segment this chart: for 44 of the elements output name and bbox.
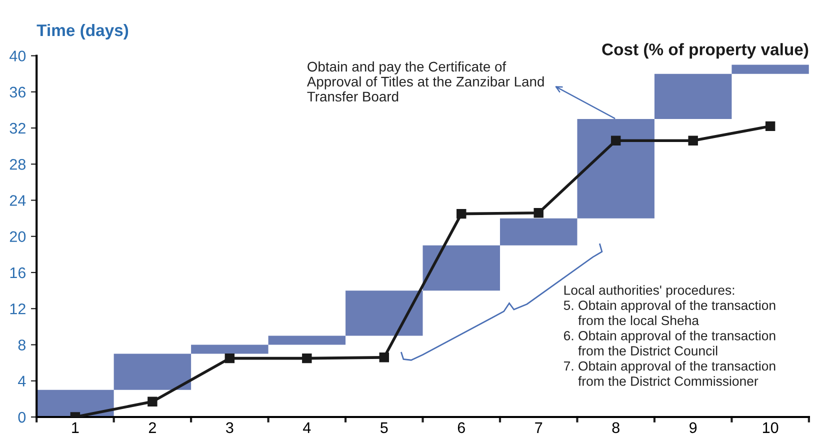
y-tick-label: 28 bbox=[10, 158, 26, 170]
y-axis-title: Time (days) bbox=[36, 24, 128, 40]
point bbox=[765, 121, 776, 132]
x-tick-label: 1 bbox=[72, 422, 79, 433]
bar bbox=[36, 390, 114, 418]
annotation: Local authorities' procedures: 5. Obtain approval of the transaction from the local Sheha 6. Obtain approval of the transaction from the District Council 7. Obtain approval of the transaction from the District Commissioner bbox=[564, 285, 776, 386]
x-tick-label: 3 bbox=[226, 422, 234, 434]
y-tick-label: 24 bbox=[10, 195, 26, 206]
x-tick-label: 5 bbox=[380, 422, 388, 434]
x-tick-label: 6 bbox=[458, 422, 465, 434]
y-tick-label: 8 bbox=[18, 340, 26, 350]
x-tick-label: 2 bbox=[148, 422, 156, 433]
point bbox=[224, 353, 235, 364]
x-tick-label: 4 bbox=[303, 422, 311, 433]
point bbox=[610, 136, 621, 146]
y-tick-label: 40 bbox=[10, 50, 26, 62]
y2-axis-title: Cost (% of property value) bbox=[602, 43, 808, 59]
y-tick-label: 4 bbox=[18, 376, 26, 386]
bar bbox=[422, 245, 500, 291]
point bbox=[534, 208, 544, 218]
y-tick-label: 12 bbox=[10, 304, 26, 314]
bar bbox=[654, 74, 732, 119]
bar bbox=[191, 344, 268, 354]
bar bbox=[114, 354, 192, 390]
point bbox=[379, 352, 390, 362]
bar bbox=[500, 218, 578, 246]
y-tick-label: 32 bbox=[10, 122, 26, 134]
point bbox=[302, 353, 312, 364]
x-tick-label: 10 bbox=[762, 422, 778, 434]
bar bbox=[268, 336, 346, 345]
point bbox=[456, 208, 466, 219]
y-tick-label: 20 bbox=[10, 231, 26, 242]
bar bbox=[577, 118, 654, 218]
y-tick-label: 0 bbox=[18, 412, 26, 423]
x-tick-label: 8 bbox=[612, 422, 620, 434]
y-tick-label: 36 bbox=[10, 86, 26, 98]
y-tick-label: 16 bbox=[10, 267, 26, 278]
x-tick-label: 9 bbox=[690, 422, 697, 434]
point bbox=[688, 136, 698, 146]
bar bbox=[732, 64, 809, 74]
bar bbox=[346, 290, 423, 336]
point bbox=[148, 396, 158, 407]
x-tick-label: 7 bbox=[535, 422, 542, 433]
annotation: Obtain and pay the Certificate of Approval of Titles at the Zanzibar Land Transfer Board bbox=[306, 61, 544, 102]
